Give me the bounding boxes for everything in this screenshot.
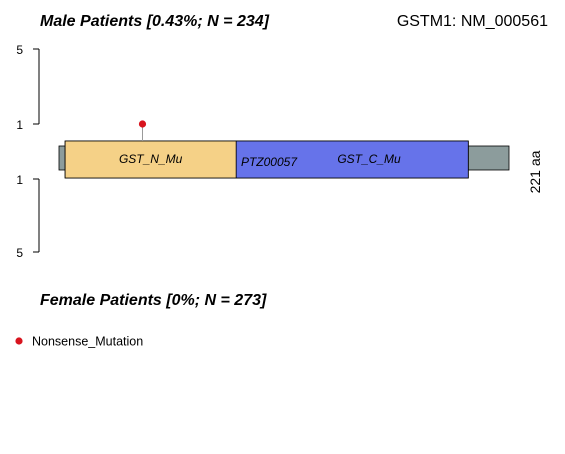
legend-marker	[15, 337, 23, 345]
legend: Nonsense_Mutation	[15, 335, 143, 349]
male-panel-title: Male Patients [0.43%; N = 234]	[40, 13, 270, 30]
domain-gst-c-mu	[235, 140, 469, 179]
mutation-layer	[138, 120, 147, 141]
domain-label-gst-c-mu: GST_C_Mu	[337, 152, 401, 166]
lower-axis: 1 5	[16, 173, 40, 260]
lower-axis-label-bottom: 5	[16, 246, 23, 260]
gene-label: GSTM1: NM_000561	[397, 13, 548, 30]
domain-label-ptz00057: PTZ00057	[241, 155, 298, 169]
domain-gst-n-mu	[64, 140, 237, 179]
domain-label-gst-n-mu: GST_N_Mu	[119, 152, 183, 166]
upper-axis-label-bottom: 1	[16, 118, 23, 132]
upper-axis-label-top: 5	[16, 43, 23, 57]
legend-label: Nonsense_Mutation	[32, 335, 143, 349]
upper-axis: 5 1	[16, 43, 40, 132]
domain-label-layer: GST_N_Mu PTZ00057 GST_C_Mu	[119, 152, 401, 169]
mutation-point	[138, 120, 147, 128]
protein-length-label: 221 aa	[527, 150, 543, 193]
female-panel-title: Female Patients [0%; N = 273]	[40, 292, 267, 309]
domain-layer	[64, 140, 469, 179]
lower-axis-label-top: 1	[16, 173, 23, 187]
